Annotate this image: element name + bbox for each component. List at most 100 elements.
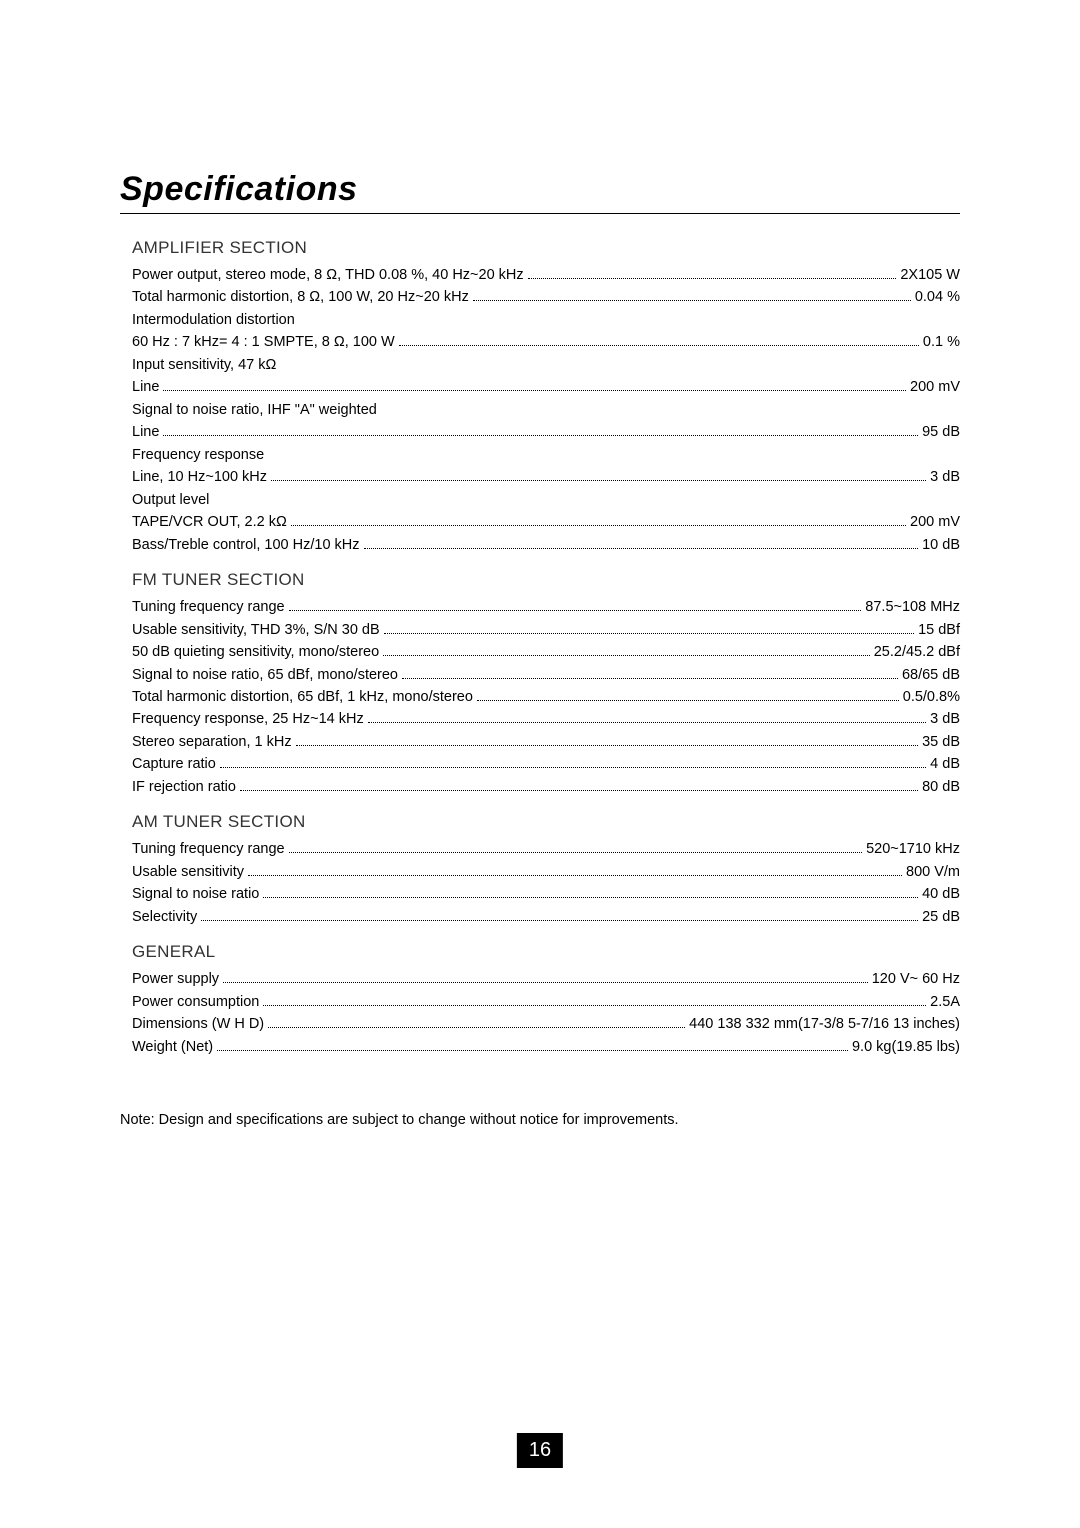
spec-row: Signal to noise ratio, 65 dBf, mono/ster… [120,664,960,686]
spec-value: 2.5A [930,991,960,1013]
spec-value: 25 dB [922,906,960,928]
spec-row: Power supply 120 V~ 60 Hz [120,968,960,990]
spec-label: Total harmonic distortion, 8 Ω, 100 W, 2… [132,286,469,308]
spec-row: Total harmonic distortion, 65 dBf, 1 kHz… [120,686,960,708]
spec-row: Tuning frequency range 87.5~108 MHz [120,596,960,618]
spec-label: Tuning frequency range [132,596,285,618]
spec-label: Signal to noise ratio, 65 dBf, mono/ster… [132,664,398,686]
spec-value: 520~1710 kHz [866,838,960,860]
spec-value: 3 dB [930,708,960,730]
section-heading: FM TUNER SECTION [120,570,960,590]
spec-value: 25.2/45.2 dBf [874,641,960,663]
spec-label: IF rejection ratio [132,776,236,798]
leader-dots [163,435,918,436]
spec-value: 200 mV [910,511,960,533]
spec-label: Stereo separation, 1 kHz [132,731,292,753]
spec-value: 3 dB [930,466,960,488]
spec-subheading: Frequency response [120,444,960,466]
leader-dots [268,1027,685,1028]
spec-row: Usable sensitivity, THD 3%, S/N 30 dB 15 … [120,619,960,641]
spec-value: 80 dB [922,776,960,798]
spec-label: Weight (Net) [132,1036,213,1058]
leader-dots [263,897,918,898]
leader-dots [271,480,926,481]
spec-value: 95 dB [922,421,960,443]
spec-value: 0.04 % [915,286,960,308]
leader-dots [220,767,926,768]
spec-label: 60 Hz : 7 kHz= 4 : 1 SMPTE, 8 Ω, 100 W [132,331,395,353]
leader-dots [240,790,918,791]
spec-label: Selectivity [132,906,197,928]
spec-label: Frequency response, 25 Hz~14 kHz [132,708,364,730]
spec-row: Selectivity 25 dB [120,906,960,928]
spec-row: Frequency response, 25 Hz~14 kHz 3 dB [120,708,960,730]
spec-value: 10 dB [922,534,960,556]
spec-value: 0.1 % [923,331,960,353]
spec-label: Capture ratio [132,753,216,775]
spec-subheading: Output level [120,489,960,511]
spec-label: Bass/Treble control, 100 Hz/10 kHz [132,534,360,556]
spec-subheading: Signal to noise ratio, IHF "A" weighted [120,399,960,421]
spec-label: Power supply [132,968,219,990]
spec-value: 87.5~108 MHz [865,596,960,618]
spec-value: 200 mV [910,376,960,398]
spec-label: Total harmonic distortion, 65 dBf, 1 kHz… [132,686,473,708]
leader-dots [296,745,919,746]
leader-dots [399,345,919,346]
leader-dots [289,610,862,611]
spec-row: Dimensions (W H D)440 138 332 mm(17-3/8 … [120,1013,960,1035]
spec-label: Dimensions (W H D) [132,1013,264,1035]
spec-value: 4 dB [930,753,960,775]
spec-row: Power consumption2.5A [120,991,960,1013]
spec-row: Line 95 dB [120,421,960,443]
spec-row: Stereo separation, 1 kHz 35 dB [120,731,960,753]
spec-label: 50 dB quieting sensitivity, mono/stereo [132,641,379,663]
spec-label: Line [132,376,159,398]
spec-label: Signal to noise ratio [132,883,259,905]
leader-dots [291,525,906,526]
leader-dots [248,875,902,876]
spec-value: 40 dB [922,883,960,905]
spec-row: 60 Hz : 7 kHz= 4 : 1 SMPTE, 8 Ω, 100 W 0.… [120,331,960,353]
spec-label: TAPE/VCR OUT, 2.2 kΩ [132,511,287,533]
leader-dots [473,300,911,301]
spec-label: Usable sensitivity [132,861,244,883]
spec-row: Power output, stereo mode, 8 Ω, THD 0.08… [120,264,960,286]
leader-dots [289,852,862,853]
spec-row: TAPE/VCR OUT, 2.2 kΩ 200 mV [120,511,960,533]
spec-value: 68/65 dB [902,664,960,686]
spec-value: 120 V~ 60 Hz [872,968,960,990]
leader-dots [384,633,914,634]
spec-label: Line, 10 Hz~100 kHz [132,466,267,488]
spec-row: Usable sensitivity 800 V/m [120,861,960,883]
spec-value: 15 dBf [918,619,960,641]
spec-row: Signal to noise ratio 40 dB [120,883,960,905]
spec-subheading: Intermodulation distortion [120,309,960,331]
spec-value: 35 dB [922,731,960,753]
leader-dots [368,722,926,723]
leader-dots [223,982,868,983]
spec-row: 50 dB quieting sensitivity, mono/stereo 2… [120,641,960,663]
spec-label: Usable sensitivity, THD 3%, S/N 30 dB [132,619,380,641]
spec-row: Bass/Treble control, 100 Hz/10 kHz 10 dB [120,534,960,556]
spec-row: Line, 10 Hz~100 kHz 3 dB [120,466,960,488]
section-heading: GENERAL [120,942,960,962]
spec-value: 9.0 kg(19.85 lbs) [852,1036,960,1058]
spec-row: IF rejection ratio 80 dB [120,776,960,798]
spec-row: Capture ratio 4 dB [120,753,960,775]
spec-row: Tuning frequency range 520~1710 kHz [120,838,960,860]
specifications-body: AMPLIFIER SECTIONPower output, stereo mo… [120,238,960,1058]
spec-label: Tuning frequency range [132,838,285,860]
leader-dots [217,1050,848,1051]
leader-dots [402,678,898,679]
spec-label: Line [132,421,159,443]
leader-dots [477,700,899,701]
spec-row: Line 200 mV [120,376,960,398]
spec-label: Power output, stereo mode, 8 Ω, THD 0.08… [132,264,524,286]
leader-dots [201,920,918,921]
spec-value: 800 V/m [906,861,960,883]
leader-dots [263,1005,926,1006]
leader-dots [383,655,870,656]
spec-value: 2X105 W [900,264,960,286]
spec-value: 0.5/0.8% [903,686,960,708]
